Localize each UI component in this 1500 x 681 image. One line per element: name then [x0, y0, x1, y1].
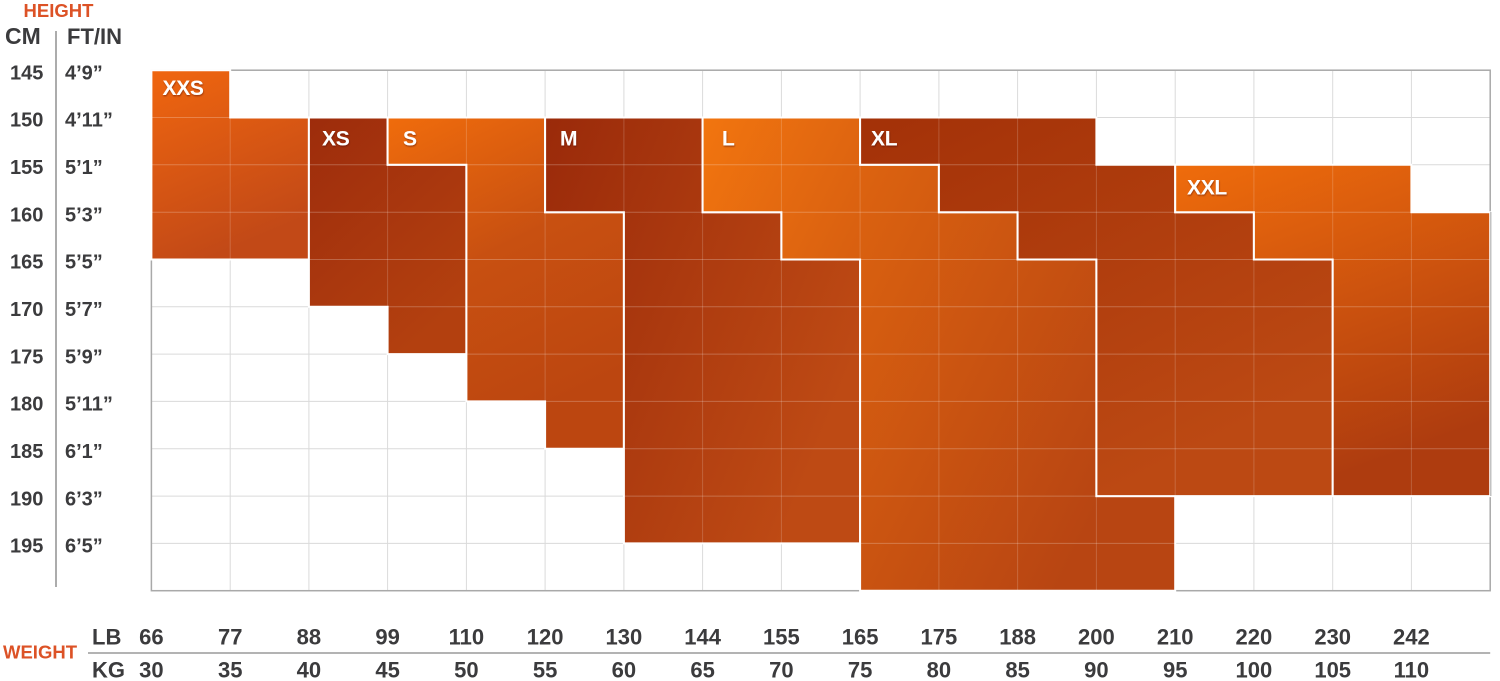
svg-text:85: 85 — [1005, 658, 1029, 681]
svg-text:150: 150 — [10, 110, 43, 132]
svg-text:200: 200 — [1078, 625, 1115, 650]
svg-text:175: 175 — [10, 346, 43, 368]
svg-text:185: 185 — [10, 441, 43, 463]
svg-text:60: 60 — [612, 658, 636, 681]
svg-text:4’11”: 4’11” — [65, 110, 113, 132]
svg-text:99: 99 — [375, 625, 399, 650]
svg-text:KG: KG — [92, 658, 125, 681]
svg-text:75: 75 — [848, 658, 872, 681]
svg-text:XL: XL — [871, 128, 898, 151]
svg-text:155: 155 — [763, 625, 800, 650]
svg-text:130: 130 — [606, 625, 643, 650]
svg-text:195: 195 — [10, 536, 43, 558]
svg-text:170: 170 — [10, 299, 43, 321]
svg-text:HEIGHT: HEIGHT — [24, 0, 95, 21]
svg-text:55: 55 — [533, 658, 557, 681]
svg-text:80: 80 — [927, 658, 951, 681]
svg-text:30: 30 — [139, 658, 163, 681]
svg-text:90: 90 — [1084, 658, 1108, 681]
svg-text:S: S — [403, 128, 417, 151]
svg-text:M: M — [560, 128, 577, 151]
svg-text:165: 165 — [10, 252, 43, 274]
svg-text:88: 88 — [297, 625, 321, 650]
svg-text:175: 175 — [921, 625, 958, 650]
svg-text:50: 50 — [454, 658, 478, 681]
svg-text:66: 66 — [139, 625, 163, 650]
svg-text:165: 165 — [842, 625, 879, 650]
svg-text:160: 160 — [10, 204, 43, 226]
svg-text:5’5”: 5’5” — [65, 252, 103, 274]
svg-text:XS: XS — [322, 128, 350, 151]
svg-text:35: 35 — [218, 658, 242, 681]
svg-text:144: 144 — [684, 625, 721, 650]
svg-text:4’9”: 4’9” — [65, 62, 103, 84]
svg-text:70: 70 — [769, 658, 793, 681]
svg-text:155: 155 — [10, 157, 43, 179]
svg-text:6’5”: 6’5” — [65, 536, 103, 558]
svg-text:188: 188 — [999, 625, 1036, 650]
svg-text:45: 45 — [375, 658, 399, 681]
svg-text:5’7”: 5’7” — [65, 299, 103, 321]
svg-text:95: 95 — [1163, 658, 1187, 681]
svg-text:5’11”: 5’11” — [65, 394, 113, 416]
svg-text:6’1”: 6’1” — [65, 441, 103, 463]
svg-text:242: 242 — [1393, 625, 1430, 650]
svg-text:110: 110 — [449, 625, 485, 650]
svg-text:5’1”: 5’1” — [65, 157, 103, 179]
svg-text:5’3”: 5’3” — [65, 204, 103, 226]
svg-text:105: 105 — [1314, 658, 1351, 681]
svg-text:6’3”: 6’3” — [65, 488, 103, 510]
svg-text:WEIGHT: WEIGHT — [3, 642, 78, 663]
svg-text:CM: CM — [5, 23, 41, 49]
svg-text:110: 110 — [1394, 658, 1430, 681]
svg-text:40: 40 — [297, 658, 321, 681]
svg-text:XXL: XXL — [1187, 177, 1227, 200]
svg-text:LB: LB — [92, 625, 121, 650]
svg-text:77: 77 — [218, 625, 242, 650]
svg-text:230: 230 — [1314, 625, 1351, 650]
svg-text:XXS: XXS — [163, 77, 204, 100]
svg-text:L: L — [722, 128, 735, 151]
svg-text:145: 145 — [10, 62, 43, 84]
svg-text:120: 120 — [527, 625, 564, 650]
svg-text:5’9”: 5’9” — [65, 346, 103, 368]
svg-text:190: 190 — [10, 488, 43, 510]
svg-text:210: 210 — [1157, 625, 1194, 650]
svg-text:100: 100 — [1236, 658, 1273, 681]
svg-text:220: 220 — [1236, 625, 1273, 650]
svg-text:180: 180 — [10, 394, 43, 416]
svg-text:65: 65 — [690, 658, 714, 681]
svg-text:FT/IN: FT/IN — [67, 24, 122, 49]
